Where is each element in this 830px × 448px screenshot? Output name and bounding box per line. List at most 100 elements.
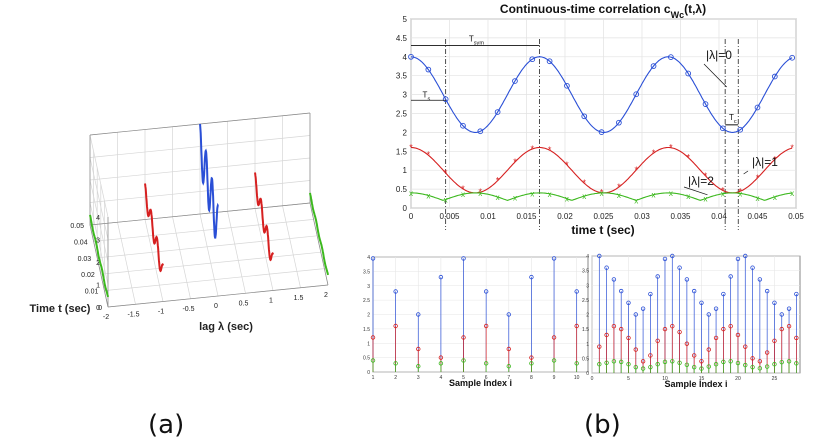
y-tick-label: 4: [586, 254, 589, 260]
stem-marker: [699, 359, 704, 364]
z-tick-label: 4: [96, 215, 100, 222]
stem-marker: [772, 362, 777, 367]
x-tick-label: 0.045: [747, 212, 768, 221]
stem-marker: [662, 359, 668, 365]
axis-line: [89, 224, 109, 308]
data-marker: [564, 82, 570, 89]
grid-line: [89, 134, 109, 218]
data-marker: [771, 73, 778, 80]
stem-marker: [438, 355, 444, 360]
x-tick-label: 8: [530, 375, 533, 381]
stem-marker: [574, 289, 579, 294]
stem-marker: [597, 344, 602, 349]
data-marker: [408, 53, 414, 60]
axis-line: [107, 284, 329, 308]
data-marker: *: [461, 184, 465, 194]
y-tick-label: 1: [403, 166, 408, 175]
grid-line: [89, 135, 311, 158]
data-marker: *: [669, 143, 673, 153]
x-tick-label: 0.01: [480, 212, 496, 221]
data-marker: x: [530, 189, 534, 198]
x-axis-label: Sample Index i: [449, 378, 512, 388]
annotation-label: Ts: [423, 90, 431, 102]
series-label: |λ|=0: [706, 48, 732, 62]
x-tick-label: 3: [417, 375, 420, 381]
stem-marker: [757, 366, 763, 371]
stem-marker: [574, 361, 579, 366]
grid-line: [89, 202, 109, 285]
stem-marker: [670, 359, 675, 364]
chart-continuous-correlation: 0 0.005 0.01 0.015 0.02 0.025 0.03 0.035 0.04 0.0…: [396, 2, 804, 237]
y-tick-label: 4: [367, 255, 370, 261]
x-tick-label: 0.035: [670, 212, 691, 221]
stem-marker: [677, 360, 682, 365]
stem-marker: [604, 332, 609, 338]
chart-stem-right: 0 0.5 1 1.5 2 2.5 3 3.5 4 0 5 10 15 20 25 Sample Index …: [582, 253, 801, 389]
stem-marker: [648, 291, 653, 297]
x-axis-label: lag λ (sec): [199, 321, 253, 333]
x-tick-label: -1.5: [127, 311, 139, 318]
stem-marker: [648, 364, 653, 370]
stem-marker: [655, 338, 660, 344]
y-tick-label: 0.05: [70, 223, 84, 230]
x-tick-label: 0: [409, 212, 414, 221]
stem-marker: [648, 353, 653, 358]
data-marker: [650, 63, 657, 69]
data-marker: *: [790, 143, 794, 153]
grid-line: [199, 213, 219, 297]
stem-marker: [706, 312, 711, 317]
series-line: [89, 214, 109, 298]
y-tick-label: 2.5: [396, 110, 408, 119]
y-tick-label: 1.5: [582, 327, 589, 333]
stem-marker: [633, 312, 638, 317]
stem-marker: [611, 324, 617, 329]
data-marker: x: [704, 195, 708, 204]
stem-marker: [461, 256, 466, 261]
stem-marker: [393, 289, 398, 294]
stem-marker: [618, 288, 624, 294]
stem-marker: [529, 355, 534, 360]
data-marker: *: [409, 143, 413, 153]
data-marker: *: [773, 154, 777, 164]
y-tick-label: 0.5: [363, 356, 370, 362]
grid-line: [254, 208, 274, 291]
data-marker: [668, 54, 674, 60]
stem-marker: [416, 346, 421, 352]
stem-marker: [677, 329, 682, 335]
x-tick-label: 0.02: [557, 212, 573, 221]
y-tick-label: 5: [403, 15, 408, 24]
z-tick-label: 0: [96, 305, 100, 312]
y-tick-label: 1: [586, 342, 589, 348]
data-marker: *: [444, 168, 448, 178]
stem-marker: [743, 362, 748, 368]
y-tick-label: 0: [367, 370, 370, 376]
data-marker: x: [444, 196, 448, 205]
axis-line: [89, 202, 311, 226]
stem-marker: [370, 358, 376, 363]
x-tick-label: 4: [440, 375, 443, 381]
stem-marker: [393, 323, 398, 329]
stem-marker: [750, 356, 755, 361]
callout-line: [743, 170, 749, 175]
series-line: [199, 123, 219, 239]
callout-line: [683, 186, 708, 196]
data-marker: [789, 54, 796, 61]
data-marker: x: [565, 195, 569, 204]
data-marker: *: [479, 187, 483, 197]
y-tick-label: 1.5: [396, 147, 408, 156]
x-tick-label: -2: [103, 314, 109, 321]
data-marker: *: [513, 157, 517, 167]
data-marker: *: [565, 160, 569, 170]
data-marker: [702, 101, 709, 107]
data-marker: x: [461, 190, 465, 199]
z-tick-label: 3: [96, 238, 100, 245]
data-marker: x: [773, 193, 777, 202]
chart-title: Continuous-time correlation cWc(t,λ): [500, 2, 706, 20]
x-tick-label: 0.005: [439, 212, 460, 221]
stem-marker: [662, 256, 668, 262]
stem-marker: [699, 366, 704, 371]
data-marker: *: [756, 173, 760, 183]
y-tick-label: 2.5: [582, 298, 589, 304]
data-marker: *: [721, 185, 725, 195]
annotation-label: Tc: [729, 113, 737, 125]
